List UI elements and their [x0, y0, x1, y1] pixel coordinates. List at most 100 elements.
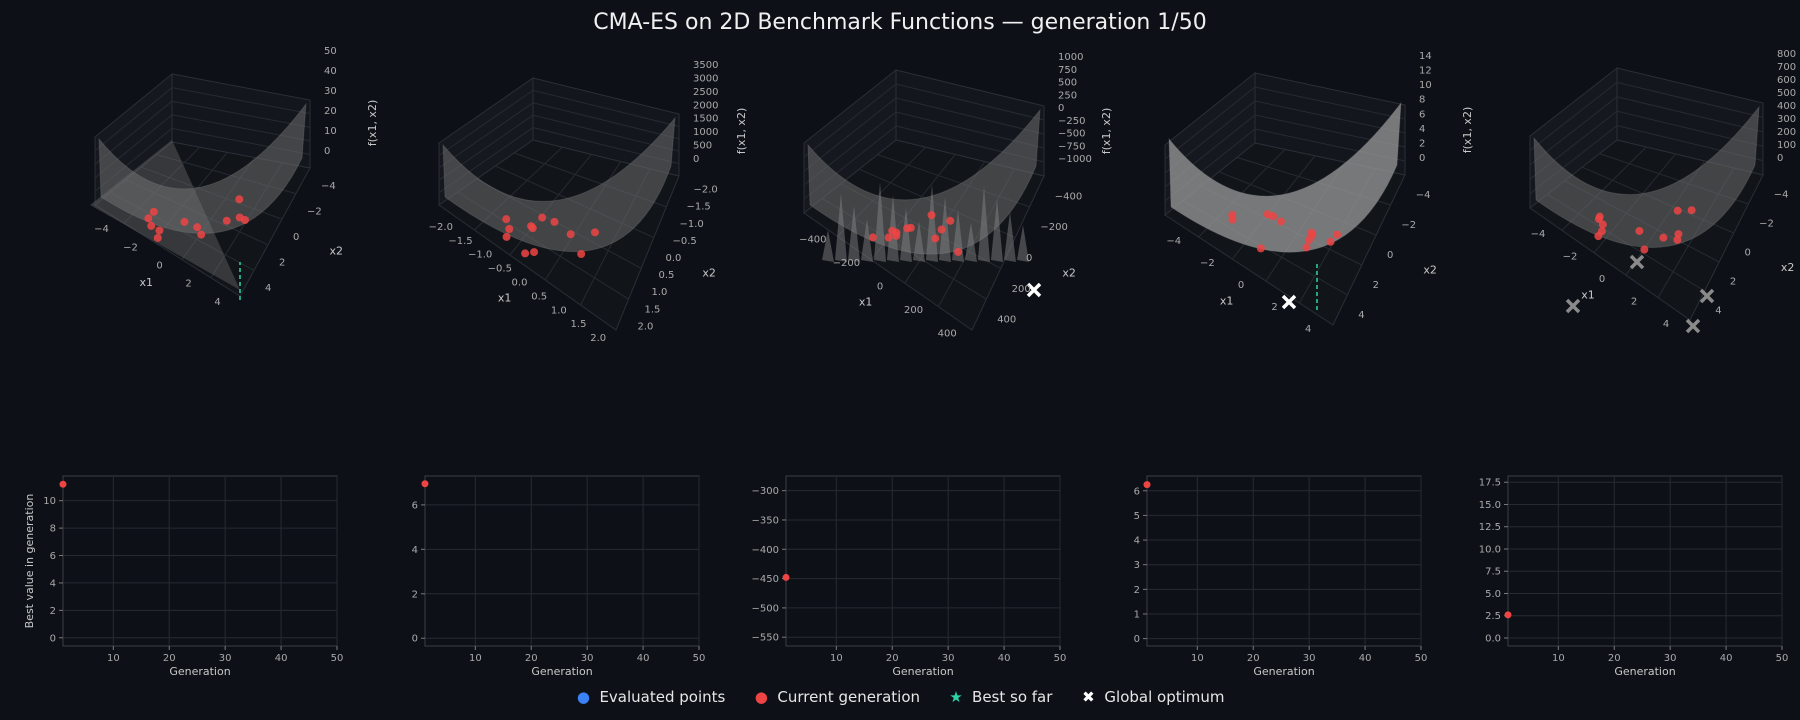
y-tick-label: −350: [752, 515, 779, 526]
x-tick-label: 0.5: [531, 291, 547, 302]
y-tick-label: 3: [1134, 560, 1140, 571]
y-tick-label: −300: [752, 486, 779, 497]
function-surface: [442, 116, 676, 252]
wall-grid-line: [94, 100, 311, 165]
wall-grid-line: [438, 102, 680, 169]
z-tick-label: 500: [693, 141, 712, 152]
x-tick-label: 1.0: [551, 305, 567, 316]
x-tick-label: 10: [1191, 653, 1204, 664]
y-tick-label: 10.0: [1479, 544, 1501, 555]
x-tick-label: −0.5: [488, 264, 512, 275]
global-optimum-marker: [1629, 254, 1645, 270]
legend-item-evaluated: ● Evaluated points: [575, 688, 725, 706]
best-value-point: [421, 480, 429, 488]
y-axis-label: x2: [1423, 264, 1437, 277]
z-tick-label: 600: [1777, 75, 1796, 86]
y-tick-label: 15.0: [1479, 500, 1501, 511]
z-axis-label: f(x1, x2): [1100, 108, 1113, 154]
best-value-point: [1504, 611, 1512, 619]
x-tick-label: 0.0: [512, 278, 528, 289]
z-tick-label: 3000: [693, 73, 718, 84]
y-tick-label: 2: [1373, 280, 1379, 291]
x-tick-label: 10: [469, 653, 482, 664]
surface-peak: [965, 223, 977, 262]
z-tick-label: 0: [1058, 103, 1064, 114]
y-tick-label: 7.5: [1485, 567, 1501, 578]
x-tick-label: 30: [219, 653, 232, 664]
wall-grid-line: [438, 114, 680, 181]
current-generation-point: [937, 225, 946, 234]
legend-item-best: ★ Best so far: [948, 688, 1052, 706]
y-tick-label: 10: [43, 496, 56, 507]
x-tick-label: 20: [886, 653, 899, 664]
y-tick-label: −1.5: [687, 202, 711, 213]
y-tick-label: −2: [1401, 220, 1416, 231]
x-tick-label: 30: [581, 653, 594, 664]
y-tick-label: 2: [1134, 585, 1140, 596]
wall-grid-line: [803, 111, 1045, 186]
x-tick-label: 40: [998, 653, 1011, 664]
surface-panel-rosenbrock: Rosenbrock−2.0−1.5−1.0−0.50.00.51.01.52.…: [429, 60, 748, 344]
y-tick-label: −2: [1759, 219, 1774, 230]
z-tick-label: 30: [324, 86, 337, 97]
global-optimum-marker: [1026, 282, 1042, 298]
z-tick-label: 200: [1777, 127, 1796, 138]
x-axis-label: x1: [139, 276, 153, 289]
current-generation-point: [222, 216, 231, 225]
surface-panel-ackley: Ackley−4−2024−4−202402468101214x1x2f(x1,…: [1164, 51, 1474, 335]
y-tick-label: 400: [997, 315, 1016, 326]
z-tick-label: 2: [1419, 138, 1425, 149]
x-axis-label: x1: [1581, 288, 1595, 301]
y-tick-label: −4: [1416, 190, 1431, 201]
y-tick-label: 8: [50, 524, 56, 535]
y-tick-label: 17.5: [1479, 478, 1501, 489]
current-generation-point: [906, 223, 915, 232]
current-generation-point: [1687, 206, 1696, 215]
y-axis-label: x2: [1781, 261, 1795, 274]
surface-panel-himmelblau: Himmelblau−4−2024−4−20240100200300400500…: [1529, 49, 1796, 334]
convergence-plot-1: 10 20 30 40 50 0 2 4 6 8 10 Generation Best value in…: [23, 475, 343, 678]
x-tick-label: −4: [94, 224, 109, 235]
current-generation-point: [1302, 243, 1311, 252]
y-tick-label: 4: [1715, 306, 1721, 317]
current-generation-point: [566, 230, 575, 239]
x-tick-label: −4: [1531, 229, 1546, 240]
y-tick-label: 2.0: [638, 321, 654, 332]
current-generation-point: [1659, 233, 1668, 242]
legend-label: Global optimum: [1104, 688, 1225, 706]
current-generation-point: [502, 232, 511, 241]
x-tick-label: 50: [693, 653, 706, 664]
x-tick-label: 4: [214, 297, 220, 308]
wall-grid-line: [803, 97, 1045, 172]
x-tick-label: 40: [1720, 653, 1733, 664]
x-tick-label: 40: [1359, 653, 1372, 664]
y-tick-label: 1.5: [645, 304, 661, 315]
z-tick-label: 8: [1419, 95, 1425, 106]
current-generation-point: [193, 223, 202, 232]
x-tick-label: −2: [123, 242, 138, 253]
y-tick-label: 2: [50, 606, 56, 617]
y-tick-label: 0: [1387, 250, 1393, 261]
current-generation-point: [1307, 228, 1316, 237]
y-tick-label: −500: [752, 603, 779, 614]
x-tick-label: −1.5: [448, 236, 472, 247]
function-surface: [1533, 105, 1760, 248]
x-tick-label: 0: [877, 282, 883, 293]
current-generation-point: [144, 214, 153, 223]
red-dot-icon: ●: [754, 688, 768, 706]
x-tick-label: 200: [904, 305, 923, 316]
y-tick-label: 6: [1134, 486, 1140, 497]
x-axis-label: x1: [1220, 295, 1234, 308]
y-tick-label: 2: [1730, 277, 1736, 288]
x-tick-label: 400: [938, 328, 957, 339]
y-tick-label: 2: [412, 589, 418, 600]
wall-grid-line: [438, 89, 680, 156]
current-generation-point: [590, 228, 599, 237]
current-generation-point: [1673, 206, 1682, 215]
global-optimum-marker: [1685, 318, 1701, 334]
current-generation-point: [521, 249, 530, 258]
z-tick-label: 1000: [1058, 52, 1083, 63]
current-generation-point: [1276, 217, 1285, 226]
z-tick-label: −1000: [1058, 154, 1092, 165]
z-axis-label: f(x1, x2): [366, 100, 379, 146]
